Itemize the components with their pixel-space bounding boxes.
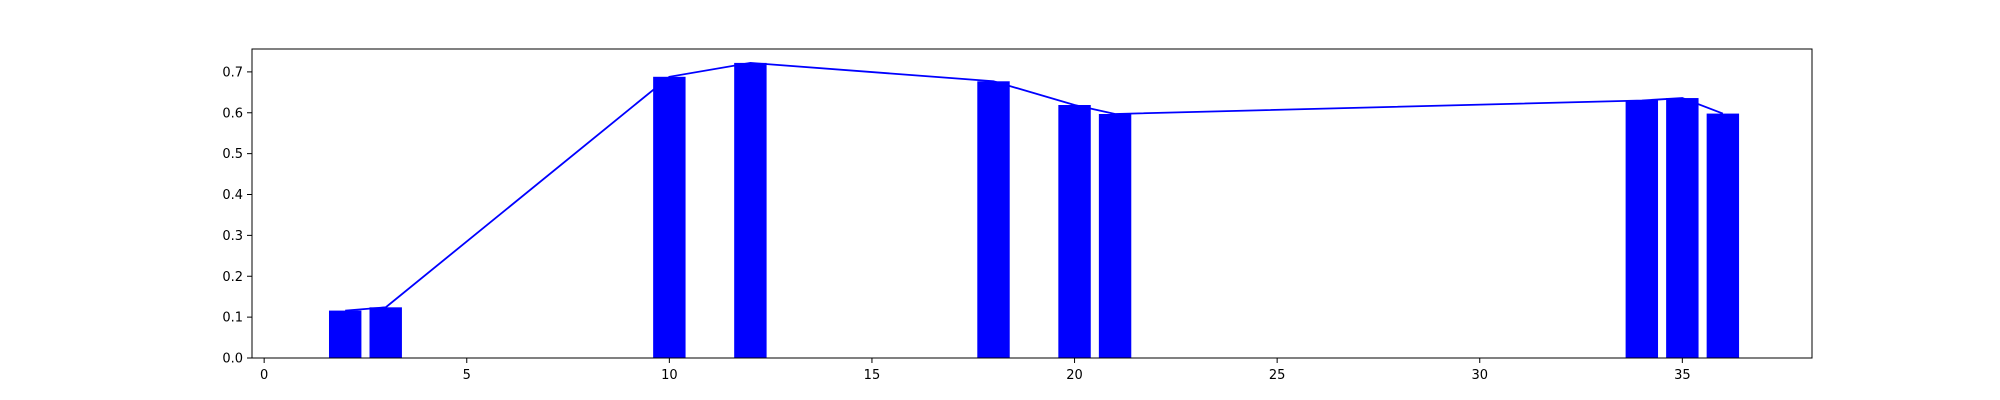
x-tick-label-0: 0 [260,368,268,383]
y-tick-label-0: 0.0 [222,352,243,367]
bar-36 [1706,113,1740,358]
x-tick-label-30: 30 [1471,368,1488,383]
bar-18 [977,81,1010,358]
bar-2 [328,310,362,358]
x-axis: 0 5 10 15 20 25 30 35 [260,358,1691,383]
y-tick-label-0.4: 0.4 [222,188,243,203]
bar-12 [734,62,767,359]
y-tick-label-0.7: 0.7 [222,65,243,80]
bar-3 [369,307,402,358]
bar-34 [1625,100,1659,358]
axes-frame [251,48,1813,359]
y-axis: 0.0 0.1 0.2 0.3 0.4 0.5 0.6 0.7 [222,65,252,367]
y-tick-label-0.2: 0.2 [222,270,243,285]
bar-21 [1098,113,1132,359]
x-tick-label-25: 25 [1269,368,1286,383]
x-tick-label-35: 35 [1674,368,1691,383]
bar-10 [653,76,686,358]
y-tick-label-0.1: 0.1 [222,311,243,326]
y-tick-label-0.5: 0.5 [222,147,243,162]
y-tick-label-0.6: 0.6 [222,106,243,121]
x-tick-label-15: 15 [864,368,881,383]
x-tick-label-10: 10 [661,368,678,383]
bar-20 [1058,105,1091,358]
line-series [345,61,1724,312]
series-line [345,61,1724,312]
bar-series [328,62,1740,359]
x-tick-label-20: 20 [1066,368,1083,383]
bar-35 [1666,98,1699,359]
x-tick-label-5: 5 [463,368,471,383]
y-tick-label-0.3: 0.3 [222,229,243,244]
